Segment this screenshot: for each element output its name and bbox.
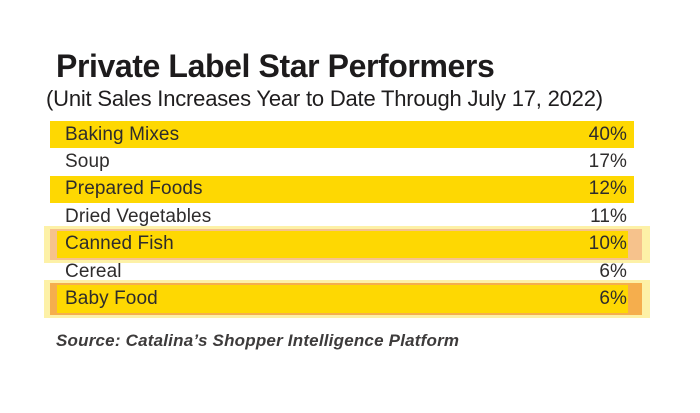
highlight-bar	[57, 285, 628, 313]
highlight-bar	[57, 230, 628, 258]
category-value: 6%	[599, 260, 627, 282]
category-label: Soup	[65, 151, 110, 173]
table-row-soup: Soup 17%	[50, 148, 634, 175]
category-value: 12%	[588, 178, 627, 200]
table-row-baking-mixes: Baking Mixes 40%	[50, 121, 634, 149]
page-title: Private Label Star Performers	[56, 48, 495, 84]
table-row-cereal: Cereal 6%	[50, 258, 634, 285]
source-attribution: Source: Catalina’s Shopper Intelligence …	[56, 331, 460, 350]
category-label: Canned Fish	[65, 233, 174, 255]
page-subtitle: (Unit Sales Increases Year to Date Throu…	[46, 86, 603, 111]
category-value: 10%	[588, 233, 627, 255]
category-value: 17%	[588, 151, 627, 173]
table-row-baby-food: Baby Food 6%	[44, 280, 650, 318]
data-table: Baking Mixes 40% Soup 17% Prepared Foods…	[44, 121, 650, 318]
category-label: Baking Mixes	[65, 123, 180, 145]
category-label: Dried Vegetables	[65, 205, 212, 227]
category-label: Cereal	[65, 260, 122, 282]
category-value: 6%	[599, 288, 627, 310]
table-row-canned-fish: Canned Fish 10%	[44, 225, 650, 263]
category-value: 11%	[590, 205, 627, 227]
category-label: Baby Food	[65, 288, 158, 310]
table-row-dried-vegetables: Dried Vegetables 11%	[50, 203, 634, 230]
category-value: 40%	[588, 123, 627, 145]
table-row-prepared-foods: Prepared Foods 12%	[50, 175, 634, 204]
category-label: Prepared Foods	[65, 178, 203, 200]
